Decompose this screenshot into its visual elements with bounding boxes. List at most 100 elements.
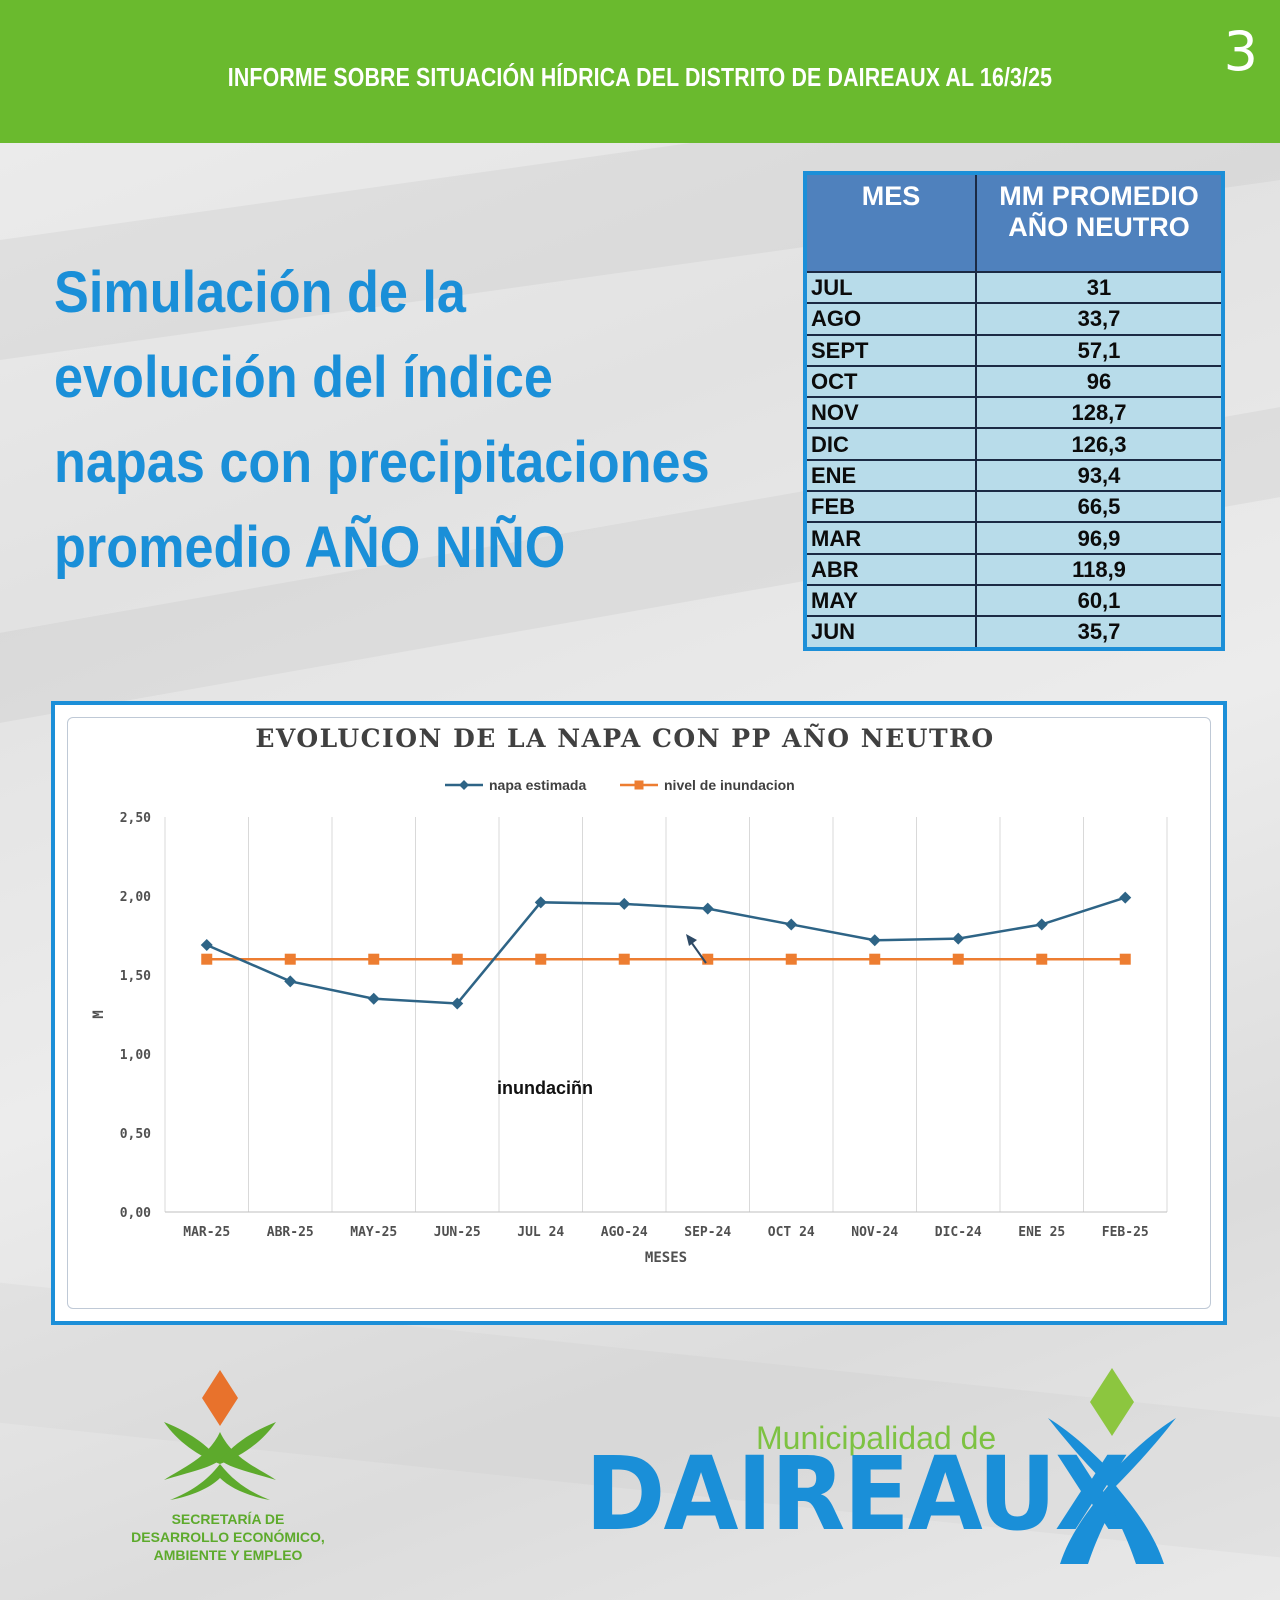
table-cell-month: SEPT <box>804 333 977 367</box>
data-point-napa-estimada <box>284 975 297 988</box>
headline: Simulación de la evolución del índice na… <box>54 250 774 590</box>
x-tick-label: DIC-24 <box>935 1225 982 1240</box>
data-point-napa-estimada <box>701 902 714 915</box>
chart-grid <box>164 817 1168 1213</box>
chart-title: EVOLUCION DE LA NAPA CON PP AÑO NEUTRO <box>255 724 994 753</box>
table-row: ENE 93,4 <box>804 458 1224 493</box>
table-cell-rainfall: 35,7 <box>975 615 1224 650</box>
table-cell-month: ENE <box>804 458 977 493</box>
table-cell-month: AGO <box>804 302 977 336</box>
x-axis-label: MESES <box>645 1250 687 1266</box>
y-axis-ticks: 0,00 0,50 1,00 1,50 2,00 2,50 <box>120 811 151 1221</box>
x-tick-label: JUN-25 <box>434 1225 481 1240</box>
data-point-nivel-inundacion <box>618 953 630 965</box>
data-point-napa-estimada <box>534 896 547 909</box>
daireaux-logo-mark <box>1048 1368 1176 1564</box>
table-header-month: MES <box>804 172 977 273</box>
table-cell-rainfall: 33,7 <box>975 302 1224 336</box>
y-tick-label: 1,00 <box>120 1048 151 1063</box>
data-point-nivel-inundacion <box>368 953 380 965</box>
logo-green-diamond <box>1090 1368 1134 1436</box>
y-tick-label: 0,50 <box>120 1127 151 1142</box>
napa-line-chart: EVOLUCION DE LA NAPA CON PP AÑO NEUTRO n… <box>91 724 1168 1266</box>
x-tick-label: OCT 24 <box>768 1225 815 1240</box>
report-title: INFORME SOBRE SITUACIÓN HÍDRICA DEL DIST… <box>227 62 1053 92</box>
data-point-nivel-inundacion <box>1119 953 1131 965</box>
table-row: AGO 33,7 <box>804 302 1224 336</box>
table-cell-month: NOV <box>804 396 977 430</box>
table-row: JUL 31 <box>804 270 1224 305</box>
table-row: MAY 60,1 <box>804 583 1224 618</box>
table-cell-rainfall: 96 <box>975 364 1224 399</box>
table-row: SEPT 57,1 <box>804 333 1224 367</box>
table-row: NOV 128,7 <box>804 396 1224 430</box>
data-point-napa-estimada <box>618 897 631 910</box>
table-header-rainfall: MM PROMEDIO AÑO NEUTRO <box>975 172 1224 273</box>
table-cell-rainfall: 31 <box>975 270 1224 305</box>
chart-series <box>200 891 1132 1010</box>
table-row: DIC 126,3 <box>804 427 1224 461</box>
x-tick-label: FEB-25 <box>1102 1225 1149 1240</box>
rainfall-table: MES MM PROMEDIO AÑO NEUTRO JUL 31 AGO 33,7 S… <box>803 171 1225 651</box>
x-tick-label: ABR-25 <box>267 1225 314 1240</box>
legend-swatch-marker <box>459 780 469 790</box>
table-row: FEB 66,5 <box>804 490 1224 524</box>
data-point-nivel-inundacion <box>952 953 964 965</box>
table-row: JUN 35,7 <box>804 615 1224 650</box>
table-cell-month: MAR <box>804 521 977 555</box>
data-point-nivel-inundacion <box>869 953 881 965</box>
x-tick-label: NOV-24 <box>851 1225 898 1240</box>
legend-label: napa estimada <box>489 777 586 793</box>
municipalidad-name: DAIREAUX <box>585 1435 1129 1554</box>
headline-line: promedio AÑO NIÑO <box>54 515 566 580</box>
table-cell-rainfall: 66,5 <box>975 490 1224 524</box>
chart-area <box>67 717 1211 1309</box>
data-point-napa-estimada <box>1035 918 1048 931</box>
data-point-napa-estimada <box>868 934 881 947</box>
table-cell-rainfall: 118,9 <box>975 552 1224 586</box>
chart-annotation: inundaciñn <box>497 934 707 1098</box>
y-tick-label: 2,50 <box>120 811 151 826</box>
annotation-arrow-head <box>686 934 697 946</box>
x-tick-label: MAR-25 <box>183 1225 230 1240</box>
data-point-napa-estimada <box>1119 891 1132 904</box>
secretaria-line: DESARROLLO ECONÓMICO, <box>131 1529 325 1545</box>
data-point-nivel-inundacion <box>201 953 213 965</box>
secretaria-name: SECRETARÍA DE DESARROLLO ECONÓMICO, AMBI… <box>118 1510 338 1564</box>
table-body: JUL 31 AGO 33,7 SEPT 57,1 OCT 96 NOV 128,7 DIC 126,… <box>804 270 1224 650</box>
data-point-nivel-inundacion <box>535 953 547 965</box>
legend-swatch-marker <box>634 780 644 790</box>
data-point-nivel-inundacion <box>451 953 463 965</box>
table-cell-month: ABR <box>804 552 977 586</box>
x-tick-label: AGO-24 <box>601 1225 648 1240</box>
legend-label: nivel de inundacion <box>664 777 795 793</box>
table-cell-rainfall: 60,1 <box>975 583 1224 618</box>
logo-orange-diamond <box>202 1370 238 1426</box>
table-cell-month: MAY <box>804 583 977 618</box>
page-number: 3 <box>1223 20 1258 83</box>
table-cell-rainfall: 96,9 <box>975 521 1224 555</box>
table-row: OCT 96 <box>804 364 1224 399</box>
table-cell-month: JUN <box>804 615 977 650</box>
municipalidad-caption: Municipalidad de <box>756 1420 997 1456</box>
data-point-nivel-inundacion <box>702 953 714 965</box>
x-tick-label: MAY-25 <box>350 1225 397 1240</box>
data-point-nivel-inundacion <box>284 953 296 965</box>
header-bar: INFORME SOBRE SITUACIÓN HÍDRICA DEL DIST… <box>0 0 1280 143</box>
table-cell-rainfall: 93,4 <box>975 458 1224 493</box>
y-tick-label: 2,00 <box>120 890 151 905</box>
chart-frame: EVOLUCION DE LA NAPA CON PP AÑO NEUTRO n… <box>51 701 1227 1325</box>
data-point-napa-estimada <box>952 932 965 945</box>
x-tick-label: ENE 25 <box>1018 1225 1065 1240</box>
series-line-napa-estimada <box>206 896 1126 1005</box>
y-tick-label: 1,50 <box>120 969 151 984</box>
secretaria-logo <box>164 1370 276 1500</box>
y-tick-label: 0,00 <box>120 1206 151 1221</box>
data-point-napa-estimada <box>451 997 464 1010</box>
annotation-label: inundaciñn <box>497 1078 593 1098</box>
table-cell-rainfall: 126,3 <box>975 427 1224 461</box>
data-point-napa-estimada <box>785 918 798 931</box>
x-axis-ticks: MAR-25 ABR-25 MAY-25 JUN-25 JUL 24 AGO-24 SEP-… <box>183 1225 1148 1240</box>
table-cell-rainfall: 128,7 <box>975 396 1224 430</box>
data-point-napa-estimada <box>367 992 380 1005</box>
